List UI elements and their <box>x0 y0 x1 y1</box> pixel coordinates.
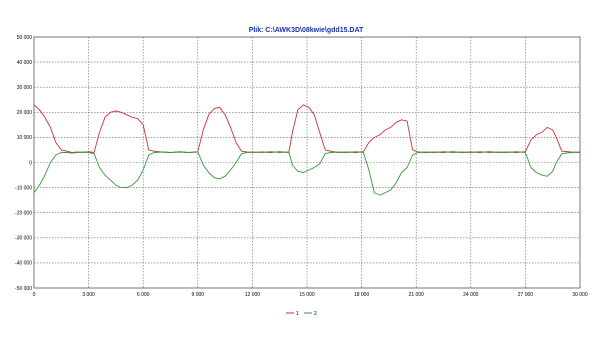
y-tick-label: -20 000 <box>15 211 32 217</box>
x-tick-label: 6 000 <box>137 292 150 298</box>
x-tick-label: 12 000 <box>245 292 261 298</box>
legend-label-2: 2 <box>314 311 317 317</box>
legend-label-1: 1 <box>296 311 299 317</box>
y-tick-label: 20 000 <box>17 110 33 116</box>
x-axis-ticks: 0 3 000 6 000 9 000 12 000 15 000 18 000 21 000… <box>33 292 588 298</box>
y-tick-label: -50 000 <box>15 286 32 292</box>
plot-area-frame <box>33 36 581 289</box>
y-tick-label: 10 000 <box>17 135 33 141</box>
y-tick-label: -10 000 <box>15 185 32 191</box>
y-tick-label: -30 000 <box>15 236 32 242</box>
y-tick-label: 40 000 <box>17 60 33 66</box>
y-tick-label: 0 <box>29 160 32 166</box>
series-lines <box>33 104 581 196</box>
y-tick-label: 30 000 <box>17 85 33 91</box>
x-tick-label: 15 000 <box>299 292 315 298</box>
x-tick-label: 30 000 <box>572 292 588 298</box>
x-tick-label: 3 000 <box>82 292 95 298</box>
x-tick-label: 9 000 <box>192 292 205 298</box>
series-line-1 <box>33 104 581 153</box>
x-tick-label: 24 000 <box>463 292 479 298</box>
x-tick-label: 27 000 <box>518 292 534 298</box>
y-tick-label: 50 000 <box>17 35 33 41</box>
y-tick-label: -40 000 <box>15 261 32 267</box>
y-axis-ticks: 50 000 40 000 30 000 20 000 10 000 0 -10 000 -2… <box>15 35 32 292</box>
chart-title: Plik: C:\AWK3D\08kwie\gdd15.DAT <box>249 27 364 34</box>
grid <box>34 37 580 288</box>
x-tick-label: 18 000 <box>354 292 370 298</box>
series-line-2 <box>33 151 581 196</box>
x-tick-label: 21 000 <box>409 292 425 298</box>
x-tick-label: 0 <box>33 292 36 298</box>
